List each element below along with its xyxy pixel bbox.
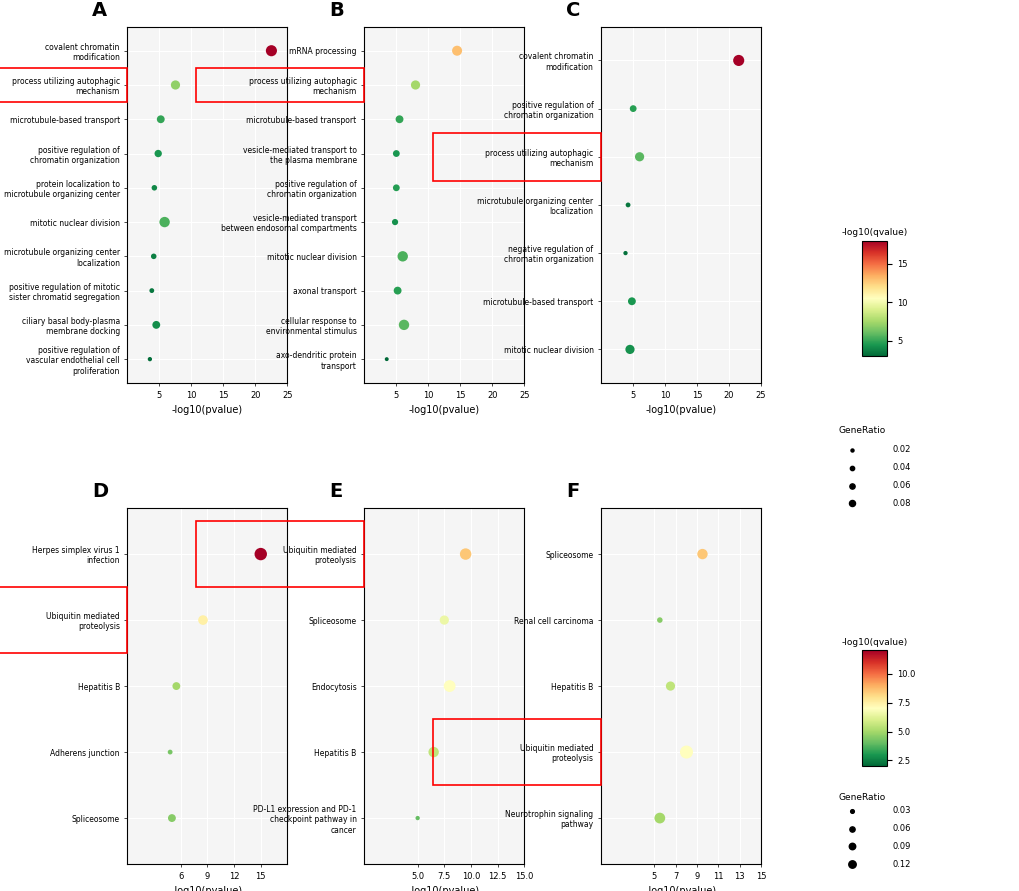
Point (425, 745, 441, 759)
Text: GeneRatio: GeneRatio (838, 793, 884, 802)
Point (843, 496, 859, 511)
Text: C: C (566, 1, 580, 20)
Text: 0.04: 0.04 (892, 463, 910, 472)
Text: 0.09: 0.09 (892, 842, 910, 851)
X-axis label: -log10(pvalue): -log10(pvalue) (172, 405, 243, 415)
X-axis label: -log10(pvalue): -log10(pvalue) (645, 887, 716, 891)
Point (168, 679, 184, 693)
Bar (127, 68, 130, 102)
Point (441, 679, 458, 693)
X-axis label: -log10(pvalue): -log10(pvalue) (409, 405, 479, 415)
Text: 0.06: 0.06 (892, 481, 910, 490)
Text: 0.03: 0.03 (892, 806, 910, 815)
Point (146, 181, 162, 195)
X-axis label: -log10(pvalue): -log10(pvalue) (645, 405, 716, 415)
Point (678, 745, 694, 759)
Point (144, 283, 160, 298)
Bar (600, 133, 604, 181)
Point (389, 283, 406, 298)
Text: E: E (329, 482, 342, 501)
Text: 0.02: 0.02 (892, 446, 910, 454)
Text: 0.12: 0.12 (892, 860, 910, 869)
Point (457, 547, 473, 561)
X-axis label: -log10(pvalue): -log10(pvalue) (409, 887, 479, 891)
Text: 0.08: 0.08 (892, 499, 910, 508)
Point (661, 679, 678, 693)
Bar (600, 719, 604, 785)
Point (407, 78, 423, 92)
Point (624, 294, 640, 308)
Text: D: D (93, 482, 108, 501)
Bar (364, 521, 367, 587)
Point (156, 215, 172, 229)
Point (631, 150, 647, 164)
Point (694, 547, 710, 561)
Point (448, 44, 465, 58)
Bar (127, 587, 130, 653)
Point (394, 249, 411, 264)
Point (843, 839, 859, 854)
Point (843, 804, 859, 818)
Point (843, 822, 859, 836)
Point (436, 613, 452, 627)
Title: -log10(qvalue): -log10(qvalue) (841, 228, 907, 237)
Text: F: F (566, 482, 579, 501)
Point (388, 181, 405, 195)
Text: A: A (93, 1, 107, 20)
Point (395, 318, 412, 332)
Text: 0.06: 0.06 (892, 824, 910, 833)
Text: GeneRatio: GeneRatio (838, 426, 884, 435)
Point (391, 112, 408, 127)
Point (167, 78, 183, 92)
Point (164, 811, 180, 825)
Point (622, 342, 638, 356)
Point (150, 146, 166, 160)
Point (153, 112, 169, 127)
Point (730, 53, 746, 68)
Point (388, 146, 405, 160)
Point (843, 443, 859, 457)
Point (651, 811, 667, 825)
Point (386, 215, 403, 229)
Title: -log10(qvalue): -log10(qvalue) (841, 638, 907, 647)
Bar (364, 68, 367, 102)
Point (195, 613, 211, 627)
Point (843, 478, 859, 493)
Point (843, 857, 859, 871)
Point (148, 318, 164, 332)
Point (146, 249, 162, 264)
Point (378, 352, 394, 366)
X-axis label: -log10(pvalue): -log10(pvalue) (172, 887, 243, 891)
Text: B: B (329, 1, 343, 20)
Point (409, 811, 425, 825)
Point (263, 44, 279, 58)
Point (616, 246, 633, 260)
Point (620, 198, 636, 212)
Point (142, 352, 158, 366)
Point (843, 461, 859, 475)
Point (625, 102, 641, 116)
Point (253, 547, 269, 561)
Point (162, 745, 178, 759)
Point (651, 613, 667, 627)
